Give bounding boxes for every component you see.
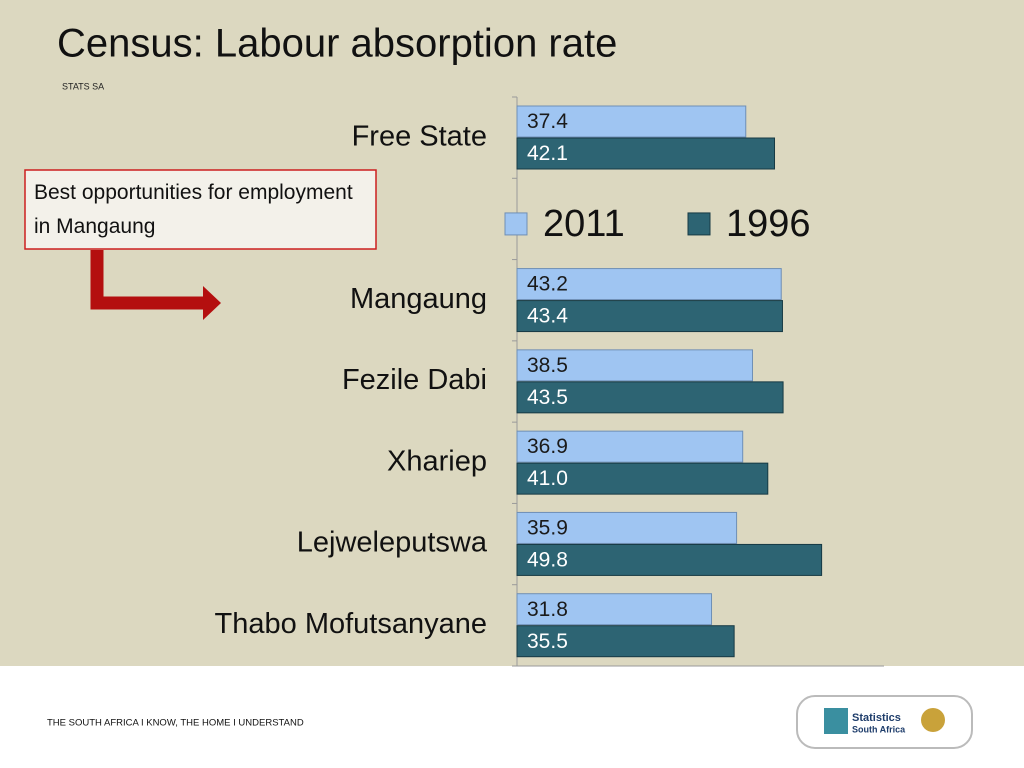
slide-background <box>0 0 1024 666</box>
data-label: 43.2 <box>527 273 568 296</box>
bar <box>516 511 738 544</box>
annotation-text: Best opportunities for employment in Man… <box>34 181 353 238</box>
category-label: Mangaung <box>350 283 487 315</box>
category-label: Lejweleputswa <box>297 527 488 559</box>
data-label: 43.4 <box>527 305 568 328</box>
category-label: Free State <box>352 120 487 152</box>
bar <box>516 137 776 170</box>
slide-title: Census: Labour absorption rate <box>57 22 617 66</box>
subtitle: STATS SA <box>62 81 104 91</box>
category-label: Xhariep <box>387 445 487 477</box>
category-label: Fezile Dabi <box>342 364 487 396</box>
legend-label: 2011 <box>543 203 625 245</box>
data-label: 36.9 <box>527 435 568 458</box>
annotation-arrow <box>90 250 205 310</box>
annotation: Best opportunities for employment in Man… <box>24 169 377 320</box>
bar <box>516 430 744 463</box>
bar <box>516 300 783 333</box>
data-label: 35.5 <box>527 630 568 653</box>
data-label: 43.5 <box>527 386 568 409</box>
logo-emblem <box>921 708 945 732</box>
legend-swatch <box>504 212 528 236</box>
bar <box>516 625 735 658</box>
annotation-arrow-head <box>203 286 221 320</box>
annotation-box <box>24 169 377 250</box>
bar <box>516 349 753 382</box>
bar <box>516 593 713 626</box>
data-label: 37.4 <box>527 110 568 133</box>
annotation-text-box: Best opportunities for employment in Man… <box>34 181 353 238</box>
footer-text: THE SOUTH AFRICA I KNOW, THE HOME I UNDE… <box>47 718 304 729</box>
bar <box>516 543 823 576</box>
data-label: 42.1 <box>527 142 568 165</box>
bar <box>516 268 782 301</box>
legend-swatch <box>687 212 711 236</box>
bar <box>516 462 769 495</box>
logo-text: Statistics <box>852 712 901 724</box>
bar <box>516 381 784 414</box>
data-label: 41.0 <box>527 467 568 490</box>
bar <box>516 105 747 138</box>
category-label: Thabo Mofutsanyane <box>215 608 487 640</box>
data-label: 38.5 <box>527 354 568 377</box>
chart: Free State 37.4 42.1 Mangaung 43.2 43.4 Fezile… <box>215 96 884 667</box>
data-label: 35.9 <box>527 516 568 539</box>
logo-text: South Africa <box>852 724 906 734</box>
data-label: 31.8 <box>527 598 568 621</box>
logo-icon <box>824 708 848 734</box>
legend-label: 1996 <box>726 203 811 245</box>
data-label: 49.8 <box>527 548 568 571</box>
logo: Statistics South Africa <box>796 695 973 749</box>
